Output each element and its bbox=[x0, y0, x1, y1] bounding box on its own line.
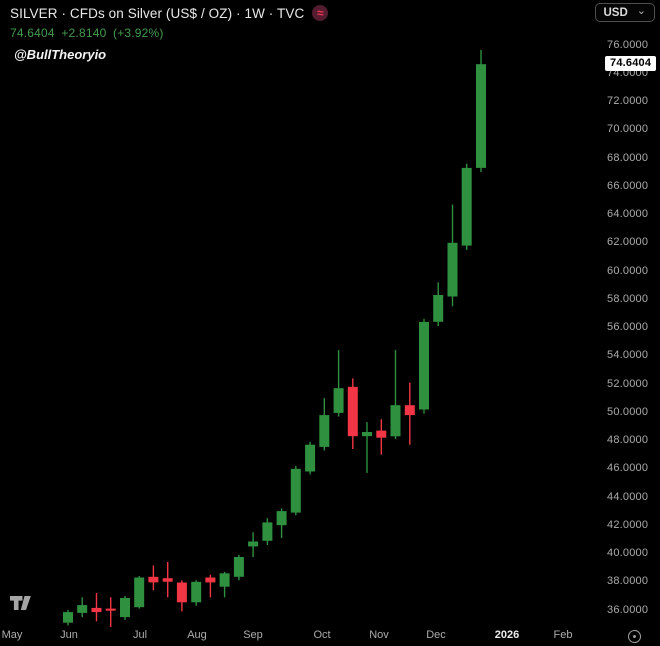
last-price-text: 74.6404 bbox=[10, 26, 55, 40]
candle-8[interactable] bbox=[162, 562, 173, 598]
last-price-badge: 74.6404 bbox=[605, 56, 657, 72]
candle-13[interactable] bbox=[233, 554, 244, 581]
price-axis-label: 54.0000 bbox=[607, 349, 649, 362]
tradingview-logo-icon[interactable] bbox=[9, 594, 36, 617]
price-axis-label: 58.0000 bbox=[607, 292, 649, 305]
time-axis-label-feb: Feb bbox=[553, 629, 573, 641]
price-axis-label: 48.0000 bbox=[607, 434, 649, 446]
price-axis-label: 66.0000 bbox=[607, 179, 649, 192]
price-change-text: +2.8140 bbox=[61, 26, 107, 40]
candle-1[interactable] bbox=[63, 610, 73, 626]
candle-26[interactable] bbox=[419, 319, 429, 414]
candle-10[interactable] bbox=[191, 580, 202, 606]
price-change-percent-text: (+3.92%) bbox=[113, 26, 164, 40]
currency-label: USD bbox=[603, 6, 628, 19]
time-axis-label-sep: Sep bbox=[243, 629, 263, 641]
candle-9[interactable] bbox=[176, 580, 187, 612]
chart-header: SILVER · CFDs on Silver (US$ / OZ) · 1W … bbox=[10, 5, 329, 62]
price-axis-label: 50.0000 bbox=[607, 405, 649, 418]
price-axis-label: 40.0000 bbox=[607, 547, 649, 559]
price-axis-label: 76.0000 bbox=[607, 38, 649, 51]
watermark-handle: @BullTheoryio bbox=[14, 47, 107, 62]
price-axis-label: 70.0000 bbox=[607, 123, 649, 136]
time-axis-label-may: May bbox=[1, 629, 23, 641]
price-axis-label: 36.0000 bbox=[607, 603, 649, 616]
price-axis-label: 68.0000 bbox=[607, 151, 649, 164]
candle-29[interactable] bbox=[461, 163, 472, 250]
candle-7[interactable] bbox=[148, 565, 159, 591]
price-axis-label: 62.0000 bbox=[607, 236, 649, 249]
time-axis-label-aug: Aug bbox=[187, 629, 207, 641]
price-axis-label: 46.0000 bbox=[607, 462, 649, 475]
currency-selector-button[interactable]: USD ⌄ bbox=[594, 3, 655, 22]
candle-24[interactable] bbox=[390, 350, 401, 440]
candle-11[interactable] bbox=[205, 574, 216, 598]
time-axis-label-jun: Jun bbox=[60, 629, 78, 641]
time-axis-label-oct: Oct bbox=[313, 629, 331, 641]
price-axis-label: 42.0000 bbox=[607, 518, 649, 531]
market-status-icon[interactable]: ≈ bbox=[312, 5, 329, 21]
candle-17[interactable] bbox=[290, 465, 301, 516]
symbol-title[interactable]: SILVER · CFDs on Silver (US$ / OZ) · 1W … bbox=[10, 5, 305, 21]
candle-2[interactable] bbox=[77, 597, 88, 618]
candle-12[interactable] bbox=[219, 571, 230, 598]
candle-28[interactable] bbox=[447, 204, 458, 307]
price-axis-label: 60.0000 bbox=[607, 264, 649, 277]
candle-15[interactable] bbox=[262, 518, 273, 545]
approx-glyph: ≈ bbox=[316, 6, 324, 20]
price-axis-label: 38.0000 bbox=[607, 575, 649, 588]
candle-30[interactable] bbox=[476, 49, 486, 173]
price-change-line: 74.6404 +2.8140 (+3.92%) bbox=[10, 26, 328, 40]
candle-18[interactable] bbox=[305, 441, 316, 475]
time-axis-label-2026: 2026 bbox=[494, 629, 520, 641]
candle-5[interactable] bbox=[120, 595, 130, 620]
chevron-down-icon: ⌄ bbox=[636, 4, 646, 17]
time-axis-label-dec: Dec bbox=[426, 629, 446, 641]
candle-6[interactable] bbox=[134, 576, 145, 609]
candle-23[interactable] bbox=[376, 419, 387, 455]
candle-3[interactable] bbox=[91, 593, 102, 622]
candle-19[interactable] bbox=[319, 398, 330, 451]
candle-27[interactable] bbox=[433, 282, 444, 327]
price-axis-label: 56.0000 bbox=[607, 321, 649, 333]
axis-settings-icon[interactable] bbox=[628, 630, 641, 643]
price-axis-label: 44.0000 bbox=[607, 490, 649, 503]
time-axis-label-jul: Jul bbox=[132, 629, 148, 641]
candle-21[interactable] bbox=[347, 378, 358, 449]
price-axis-label: 64.0000 bbox=[607, 208, 649, 220]
candle-16[interactable] bbox=[276, 508, 287, 538]
price-axis-label: 72.0000 bbox=[607, 95, 649, 107]
candle-22[interactable] bbox=[362, 422, 372, 473]
price-axis-label: 52.0000 bbox=[607, 377, 649, 390]
candle-20[interactable] bbox=[333, 350, 344, 417]
candle-14[interactable] bbox=[248, 532, 259, 557]
candle-4[interactable] bbox=[105, 597, 116, 627]
time-axis-label-nov: Nov bbox=[369, 629, 389, 641]
candle-25[interactable] bbox=[404, 382, 415, 445]
